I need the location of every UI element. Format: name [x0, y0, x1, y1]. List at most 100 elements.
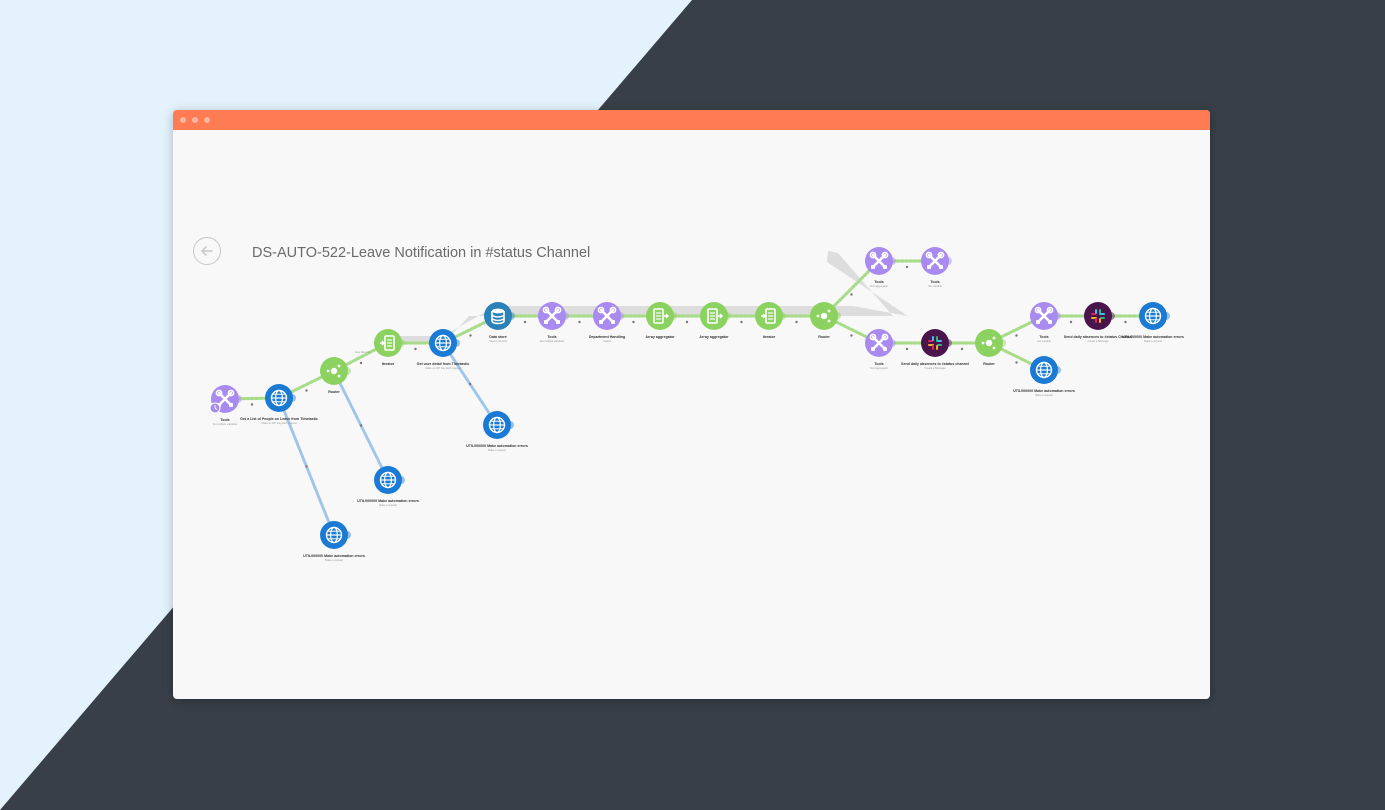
module-sublabel: Text aggregator	[870, 284, 888, 288]
module-sublabel: Make a request	[1144, 339, 1162, 343]
window-dot-minimize[interactable]	[192, 117, 198, 123]
connections-layer: Has Results	[223, 259, 1155, 537]
connection-filter-dot[interactable]	[685, 320, 689, 324]
module-router-1[interactable]: Router	[320, 357, 351, 394]
window-dot-maximize[interactable]	[204, 117, 210, 123]
module-bubble[interactable]	[1084, 302, 1112, 330]
module-sublabel: Set multiple variables	[540, 339, 565, 343]
module-bubble[interactable]	[484, 302, 512, 330]
module-slack-2[interactable]: Send daily absences to #status ChannelCr…	[1064, 302, 1133, 343]
connection-filter-dot[interactable]	[1124, 320, 1127, 324]
connection-filter-dot[interactable]	[1069, 320, 1073, 324]
connection-filter-dot[interactable]	[1015, 334, 1018, 337]
connection-filter-dot[interactable]	[960, 347, 964, 351]
module-sublabel: Make a request	[325, 558, 343, 562]
connection-filter-dot[interactable]	[850, 334, 853, 337]
clock-icon[interactable]	[209, 402, 221, 414]
module-label: Iterator	[382, 362, 395, 366]
connection-filter-dot[interactable]	[905, 265, 909, 269]
module-label: UTIL000000 Make automation errors	[357, 499, 419, 503]
module-sublabel: Create a Message	[924, 366, 946, 370]
module-sublabel: Create a Message	[1087, 339, 1109, 343]
connection-filter-dot[interactable]	[523, 320, 527, 324]
module-sublabel: Make a request	[488, 448, 506, 452]
connection-filter-dot[interactable]	[1015, 361, 1018, 364]
connection-filter-dot[interactable]	[359, 424, 363, 427]
browser-window: Has Results Tools Set multiple variables G…	[173, 110, 1210, 699]
module-label: UTIL000000 Make automation errors	[466, 444, 528, 448]
module-label: UTIL000000 Make automation errors	[1122, 335, 1184, 339]
module-label: Department Handling	[589, 335, 625, 339]
module-label: Get user detail from Timetastic	[417, 362, 470, 366]
module-agg-1[interactable]: Array aggregator	[645, 302, 677, 339]
module-label: Router	[328, 390, 340, 394]
connection-filter-dot[interactable]	[740, 320, 743, 324]
module-router-2[interactable]: Router	[810, 302, 841, 339]
connection-filter-dot[interactable]	[632, 320, 635, 324]
connection-filter-dot[interactable]	[359, 361, 363, 365]
module-sublabel: Make an API Key Auth request	[261, 421, 296, 425]
arrow-left-icon	[201, 246, 213, 256]
connection-filter-dot[interactable]	[414, 347, 417, 351]
module-sublabel: Set variable	[928, 284, 942, 288]
module-label: Tools	[220, 418, 229, 422]
module-label: Get a List of People on Leave from Timet…	[240, 417, 318, 421]
module-label: Router	[983, 362, 995, 366]
connection-filter-label: Has Results	[355, 350, 371, 354]
module-router-3[interactable]: Router	[975, 329, 1006, 366]
connection-filter-dot[interactable]	[469, 334, 472, 337]
module-sublabel: Make a request	[1035, 393, 1053, 397]
module-sublabel: Get variable	[1037, 339, 1052, 343]
connection-filter-dot[interactable]	[305, 465, 308, 468]
connection-filter-dot[interactable]	[905, 347, 909, 351]
module-label: Array aggregator	[699, 335, 729, 339]
module-http-1[interactable]: Get a List of People on Leave from Timet…	[240, 384, 318, 425]
module-agg-2[interactable]: Array aggregator	[699, 302, 731, 339]
module-label: UTIL000000 Make automation errors	[303, 554, 365, 558]
module-label: Send daily absences to #status Channel	[1064, 335, 1133, 339]
module-label: Tools	[874, 280, 883, 284]
module-sublabel: Set multiple variables	[213, 422, 238, 426]
module-label: Tools	[930, 280, 939, 284]
window-dot-close[interactable]	[180, 117, 186, 123]
module-bubble[interactable]	[921, 329, 949, 357]
connection-filter-dot[interactable]	[850, 293, 853, 296]
module-iterator-1[interactable]: Iterator	[374, 329, 405, 366]
back-button[interactable]	[193, 237, 221, 265]
connection-filter-dot[interactable]	[250, 403, 254, 406]
window-titlebar	[173, 110, 1210, 130]
route-highlight-band	[387, 251, 908, 344]
connection-filter-dot[interactable]	[578, 320, 581, 324]
module-label: Send daily absences to #status channel	[901, 362, 969, 366]
module-label: Router	[818, 335, 830, 339]
connection-filter-dot[interactable]	[795, 320, 798, 324]
module-label: Tools	[874, 362, 883, 366]
module-sublabel: Make an API Key Auth request	[425, 366, 460, 370]
connection-filter-dot[interactable]	[468, 382, 472, 386]
module-iterator-2[interactable]: Iterator	[755, 302, 786, 339]
connection-filter-dot[interactable]	[305, 389, 308, 392]
scenario-title: DS-AUTO-522-Leave Notification in #statu…	[252, 245, 591, 261]
module-sublabel: Make a request	[379, 503, 397, 507]
module-sublabel: Switch	[603, 339, 611, 343]
module-slack-1[interactable]: Send daily absences to #status channelCr…	[901, 329, 969, 370]
module-sublabel: Search records	[489, 339, 507, 343]
module-label: UTIL000000 Make automation errors	[1013, 389, 1075, 393]
module-label: Tools	[547, 335, 556, 339]
